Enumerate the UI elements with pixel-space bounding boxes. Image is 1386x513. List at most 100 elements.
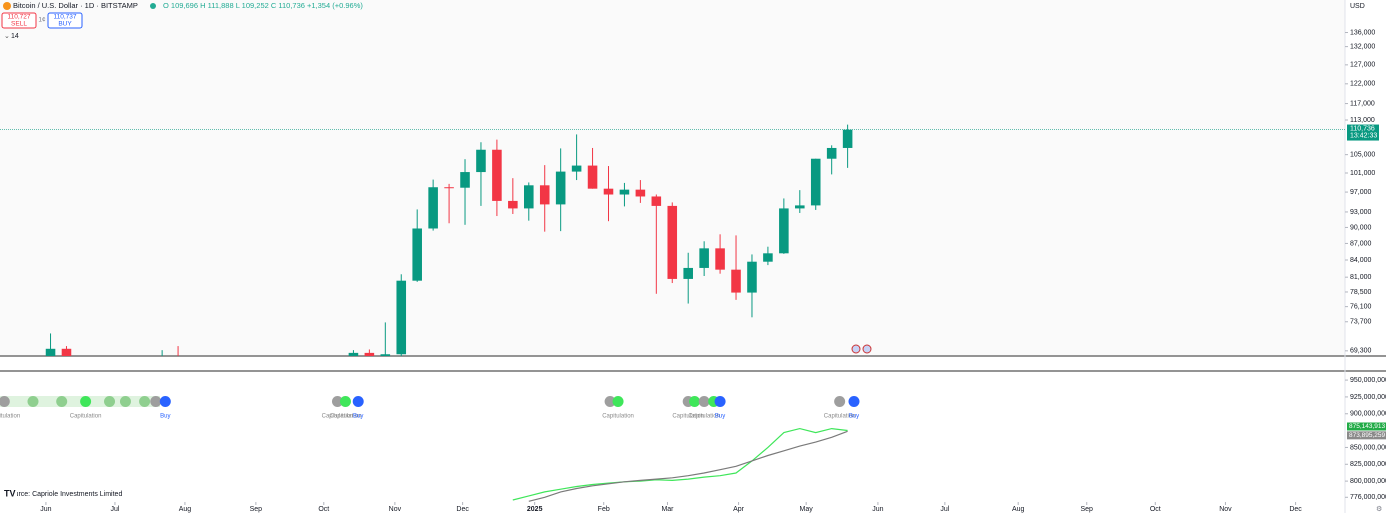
last-price-box bbox=[1347, 124, 1379, 141]
indicator-line bbox=[528, 430, 848, 502]
candle-body bbox=[619, 189, 630, 195]
candle-body bbox=[476, 149, 486, 173]
x-tick-label: Jul bbox=[940, 506, 949, 513]
signal bbox=[331, 396, 343, 407]
candle-body bbox=[364, 352, 375, 356]
x-tick-label: Feb bbox=[598, 506, 610, 513]
x-tick-label: Sep bbox=[1081, 506, 1094, 513]
event-flag[interactable] bbox=[851, 344, 861, 354]
last-value-label: 873,895,259 bbox=[1349, 432, 1386, 439]
sell-label: SELL bbox=[11, 21, 27, 28]
candle-body bbox=[412, 228, 422, 281]
signal-label: Capitulation bbox=[322, 414, 354, 420]
indicator-line bbox=[512, 427, 848, 501]
buy-button[interactable] bbox=[47, 12, 83, 29]
signal-label: Capitulation bbox=[688, 414, 720, 420]
candle-body bbox=[555, 171, 566, 205]
signal bbox=[714, 396, 726, 407]
y-tick-label: 900,000,000 bbox=[1350, 411, 1386, 418]
candle-body bbox=[348, 352, 359, 356]
candle-body bbox=[221, 387, 231, 424]
price-pane bbox=[0, 0, 1345, 357]
x-tick-label: Aug bbox=[179, 506, 192, 513]
x-tick-label: Aug bbox=[1012, 506, 1025, 513]
candle-body bbox=[842, 129, 853, 148]
candle-body bbox=[667, 205, 678, 279]
buy-label: BUY bbox=[58, 21, 72, 28]
signal bbox=[352, 396, 364, 407]
spread: 1¢ bbox=[38, 17, 46, 24]
candle-body bbox=[205, 424, 215, 430]
candle-body bbox=[635, 189, 646, 197]
signal-label: Capitulation bbox=[824, 414, 856, 420]
candle-body bbox=[253, 441, 263, 462]
last-price-label: 110,736 bbox=[1350, 125, 1375, 132]
sell-button[interactable] bbox=[1, 12, 37, 29]
settings-icon[interactable]: ⚙ bbox=[1376, 505, 1382, 513]
candle-body bbox=[779, 208, 789, 254]
candle-body bbox=[795, 205, 805, 209]
candle-body bbox=[317, 377, 327, 403]
x-tick-label: Oct bbox=[1150, 506, 1161, 513]
x-tick-label: Nov bbox=[1219, 506, 1232, 513]
signal-label: Capitulation bbox=[330, 414, 362, 420]
candle-body bbox=[763, 253, 773, 262]
y-tick-label: 78,500 bbox=[1350, 289, 1372, 296]
signal bbox=[612, 396, 624, 407]
x-tick-label: Mar bbox=[661, 506, 674, 513]
y-tick-label: 81,000 bbox=[1350, 274, 1372, 281]
y-tick-label: 101,000 bbox=[1350, 170, 1375, 177]
candle-body bbox=[731, 269, 741, 293]
last-value-label: 875,143,913 bbox=[1349, 423, 1386, 430]
y-tick-label: 113,000 bbox=[1350, 117, 1375, 124]
candle-body bbox=[301, 377, 311, 393]
y-tick-label: 800,000,000 bbox=[1350, 478, 1386, 485]
x-tick-label: Jul bbox=[110, 506, 119, 513]
y-tick-label: 69,300 bbox=[1350, 348, 1372, 355]
candle-body bbox=[444, 187, 454, 189]
x-tick-label: Oct bbox=[318, 506, 329, 513]
candle-body bbox=[699, 248, 709, 268]
signal-band bbox=[0, 396, 160, 407]
event-flag[interactable] bbox=[862, 344, 872, 354]
signal bbox=[150, 396, 162, 407]
indicator-toggle[interactable]: ⌄ bbox=[4, 33, 10, 40]
ohlc: O 109,696 H 111,888 L 109,252 C 110,736 … bbox=[163, 1, 363, 10]
source: Source: Capriole Investments Limited bbox=[6, 491, 122, 498]
indicator-count[interactable]: 14 bbox=[11, 33, 19, 40]
y-tick-label: 73,700 bbox=[1350, 319, 1372, 326]
candle-body bbox=[571, 165, 582, 172]
x-tick-label: Sep bbox=[250, 506, 263, 513]
x-tick-label: Jun bbox=[40, 506, 51, 513]
signal bbox=[56, 396, 68, 407]
signal-label: Buy bbox=[849, 414, 859, 420]
y-tick-label: 76,100 bbox=[1350, 303, 1372, 310]
y-tick-label: 950,000,000 bbox=[1350, 377, 1386, 384]
candle-body bbox=[125, 413, 135, 454]
candle-body bbox=[61, 348, 72, 356]
candle-body bbox=[269, 419, 279, 462]
candle-body bbox=[810, 158, 821, 206]
signal bbox=[689, 396, 701, 407]
x-tick-label: May bbox=[800, 506, 814, 513]
x-tick-label: Dec bbox=[1289, 506, 1302, 513]
candle-body bbox=[189, 429, 199, 434]
y-tick-label: 850,000,000 bbox=[1350, 444, 1386, 451]
y-tick-label: 776,000,000 bbox=[1350, 494, 1386, 501]
y-tick-label: 825,000,000 bbox=[1350, 461, 1386, 468]
x-tick-label: Apr bbox=[733, 506, 745, 513]
y-tick-label: 93,000 bbox=[1350, 209, 1372, 216]
signal bbox=[834, 396, 846, 407]
currency: USD bbox=[1350, 3, 1365, 10]
signal bbox=[119, 396, 131, 407]
signal-label: Buy bbox=[160, 414, 170, 420]
candle-body bbox=[237, 387, 247, 441]
signal-label: Capitulation bbox=[0, 414, 20, 420]
signal bbox=[159, 396, 171, 407]
candles bbox=[45, 124, 853, 462]
y-tick-label: 132,000 bbox=[1350, 43, 1375, 50]
y-tick-label: 84,000 bbox=[1350, 257, 1372, 264]
y-tick-label: 117,000 bbox=[1350, 100, 1375, 107]
signal-label: Capitulation bbox=[70, 414, 102, 420]
